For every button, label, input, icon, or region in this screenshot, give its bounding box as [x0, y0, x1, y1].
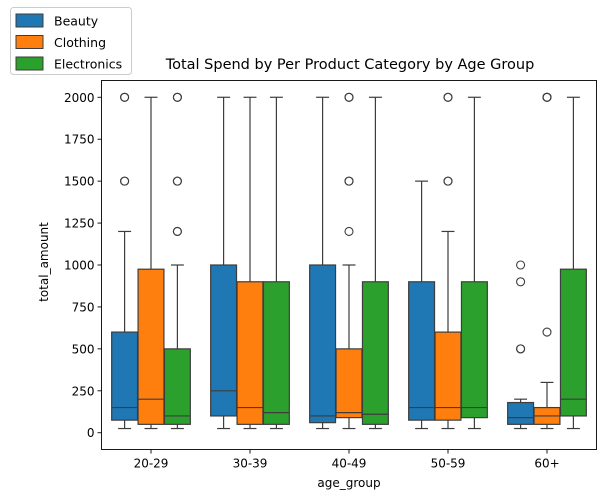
box-iqr — [335, 348, 363, 419]
x-tick-label: 40-49 — [332, 457, 367, 471]
box-iqr — [507, 401, 535, 425]
legend-swatch — [15, 56, 44, 71]
outlier-point — [172, 92, 182, 102]
box-clothing-30-39 — [236, 96, 264, 430]
box-clothing-60+ — [533, 92, 561, 430]
x-tick-label: 20-29 — [134, 457, 169, 471]
outlier-point — [443, 176, 453, 186]
x-tick-label: 60+ — [534, 457, 559, 471]
y-tick-label: 0 — [87, 426, 95, 440]
box-clothing-50-59 — [434, 92, 462, 430]
legend-label: Electronics — [54, 57, 122, 72]
box-iqr — [111, 331, 139, 421]
plot-area — [111, 92, 587, 430]
outlier-point — [542, 92, 552, 102]
y-tick-label: 750 — [72, 300, 95, 314]
y-tick-label: 2000 — [64, 91, 95, 105]
box-electronics-40-49 — [361, 96, 389, 430]
box-iqr — [309, 264, 337, 424]
outlier-point — [344, 226, 354, 237]
y-tick-label: 1750 — [64, 133, 95, 147]
legend-swatch — [15, 13, 44, 28]
y-tick-label: 250 — [72, 384, 95, 398]
box-iqr — [361, 281, 389, 425]
box-iqr — [236, 281, 264, 425]
box-electronics-20-29 — [163, 92, 191, 430]
legend-label: Clothing — [54, 35, 106, 50]
box-iqr — [163, 348, 191, 425]
outlier-point — [542, 327, 552, 337]
box-beauty-40-49 — [309, 96, 337, 430]
box-electronics-30-39 — [262, 96, 290, 430]
box-iqr — [434, 331, 462, 421]
x-tick-label: 50-59 — [431, 457, 466, 471]
box-clothing-20-29 — [137, 96, 165, 430]
outlier-point — [120, 92, 130, 102]
outlier-point — [516, 260, 526, 270]
outlier-point — [172, 176, 182, 186]
box-beauty-20-29 — [111, 92, 139, 430]
box-electronics-50-59 — [460, 96, 488, 430]
box-iqr — [408, 281, 436, 421]
x-axis-label: age_group — [317, 476, 380, 490]
box-iqr — [137, 268, 165, 425]
legend-swatch — [15, 35, 44, 49]
y-axis: 0 250 500 750 1000 1250 1500 1750 2000 — [64, 91, 102, 440]
box-clothing-40-49 — [335, 92, 363, 430]
y-tick-label: 1000 — [64, 259, 95, 273]
outlier-point — [516, 277, 526, 287]
box-electronics-60+ — [559, 96, 587, 430]
x-tick-label: 30-39 — [233, 457, 268, 471]
outlier-point — [516, 344, 526, 354]
box-beauty-50-59 — [408, 180, 436, 430]
y-tick-label: 1250 — [64, 217, 95, 231]
box-beauty-30-39 — [210, 96, 238, 430]
box-iqr — [262, 281, 290, 425]
outlier-point — [120, 176, 130, 186]
outlier-point — [172, 226, 182, 237]
outlier-point — [344, 92, 354, 102]
x-axis: 20-29 30-39 40-49 50-59 60+ — [134, 449, 560, 471]
box-iqr — [460, 281, 488, 419]
box-beauty-60+ — [507, 260, 535, 430]
y-tick-label: 500 — [72, 342, 95, 356]
chart-title: Total Spend by Per Product Category by A… — [165, 57, 535, 73]
box-iqr — [559, 268, 587, 417]
y-axis-label: total_amount — [37, 222, 51, 302]
box-iqr — [210, 264, 238, 417]
outlier-point — [344, 176, 354, 186]
y-tick-label: 1500 — [64, 175, 95, 189]
legend: Beauty Clothing Electronics — [10, 7, 132, 75]
outlier-point — [443, 92, 453, 102]
legend-label: Beauty — [54, 14, 99, 29]
